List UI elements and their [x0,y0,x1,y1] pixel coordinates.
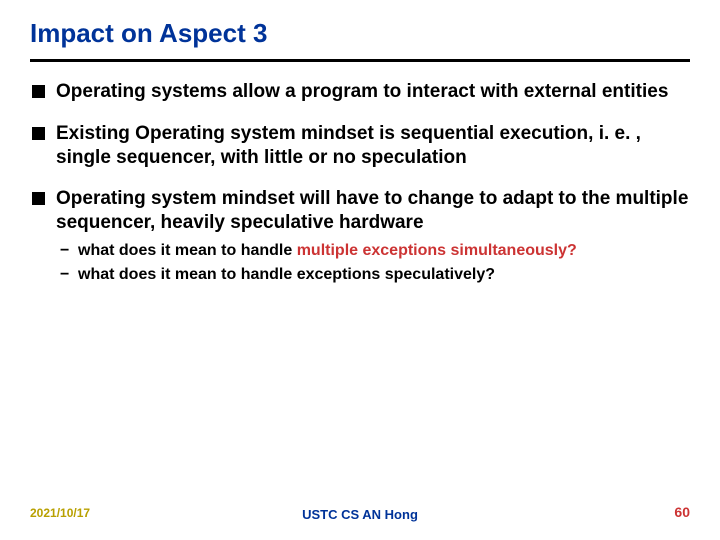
sub-item: what does it mean to handle exceptions s… [60,265,690,285]
bullet-item: Operating system mindset will have to ch… [30,187,690,285]
sub-text: what does it mean to handle [78,242,297,259]
footer-page-number: 60 [674,504,690,520]
bullet-list: Operating systems allow a program to int… [30,80,690,285]
bullet-item: Operating systems allow a program to int… [30,80,690,104]
sub-text: what does it mean to handle exceptions s… [78,266,495,283]
slide-title: Impact on Aspect 3 [30,18,690,49]
footer-center: USTC CS AN Hong [0,507,720,522]
sub-highlight: multiple exceptions [297,242,446,259]
sub-item: what does it mean to handle multiple exc… [60,241,690,261]
bullet-item: Existing Operating system mindset is seq… [30,122,690,170]
title-rule [30,59,690,62]
bullet-text: Operating system mindset will have to ch… [56,188,688,233]
sub-highlight: simultaneously? [451,242,577,259]
sub-list: what does it mean to handle multiple exc… [56,241,690,285]
